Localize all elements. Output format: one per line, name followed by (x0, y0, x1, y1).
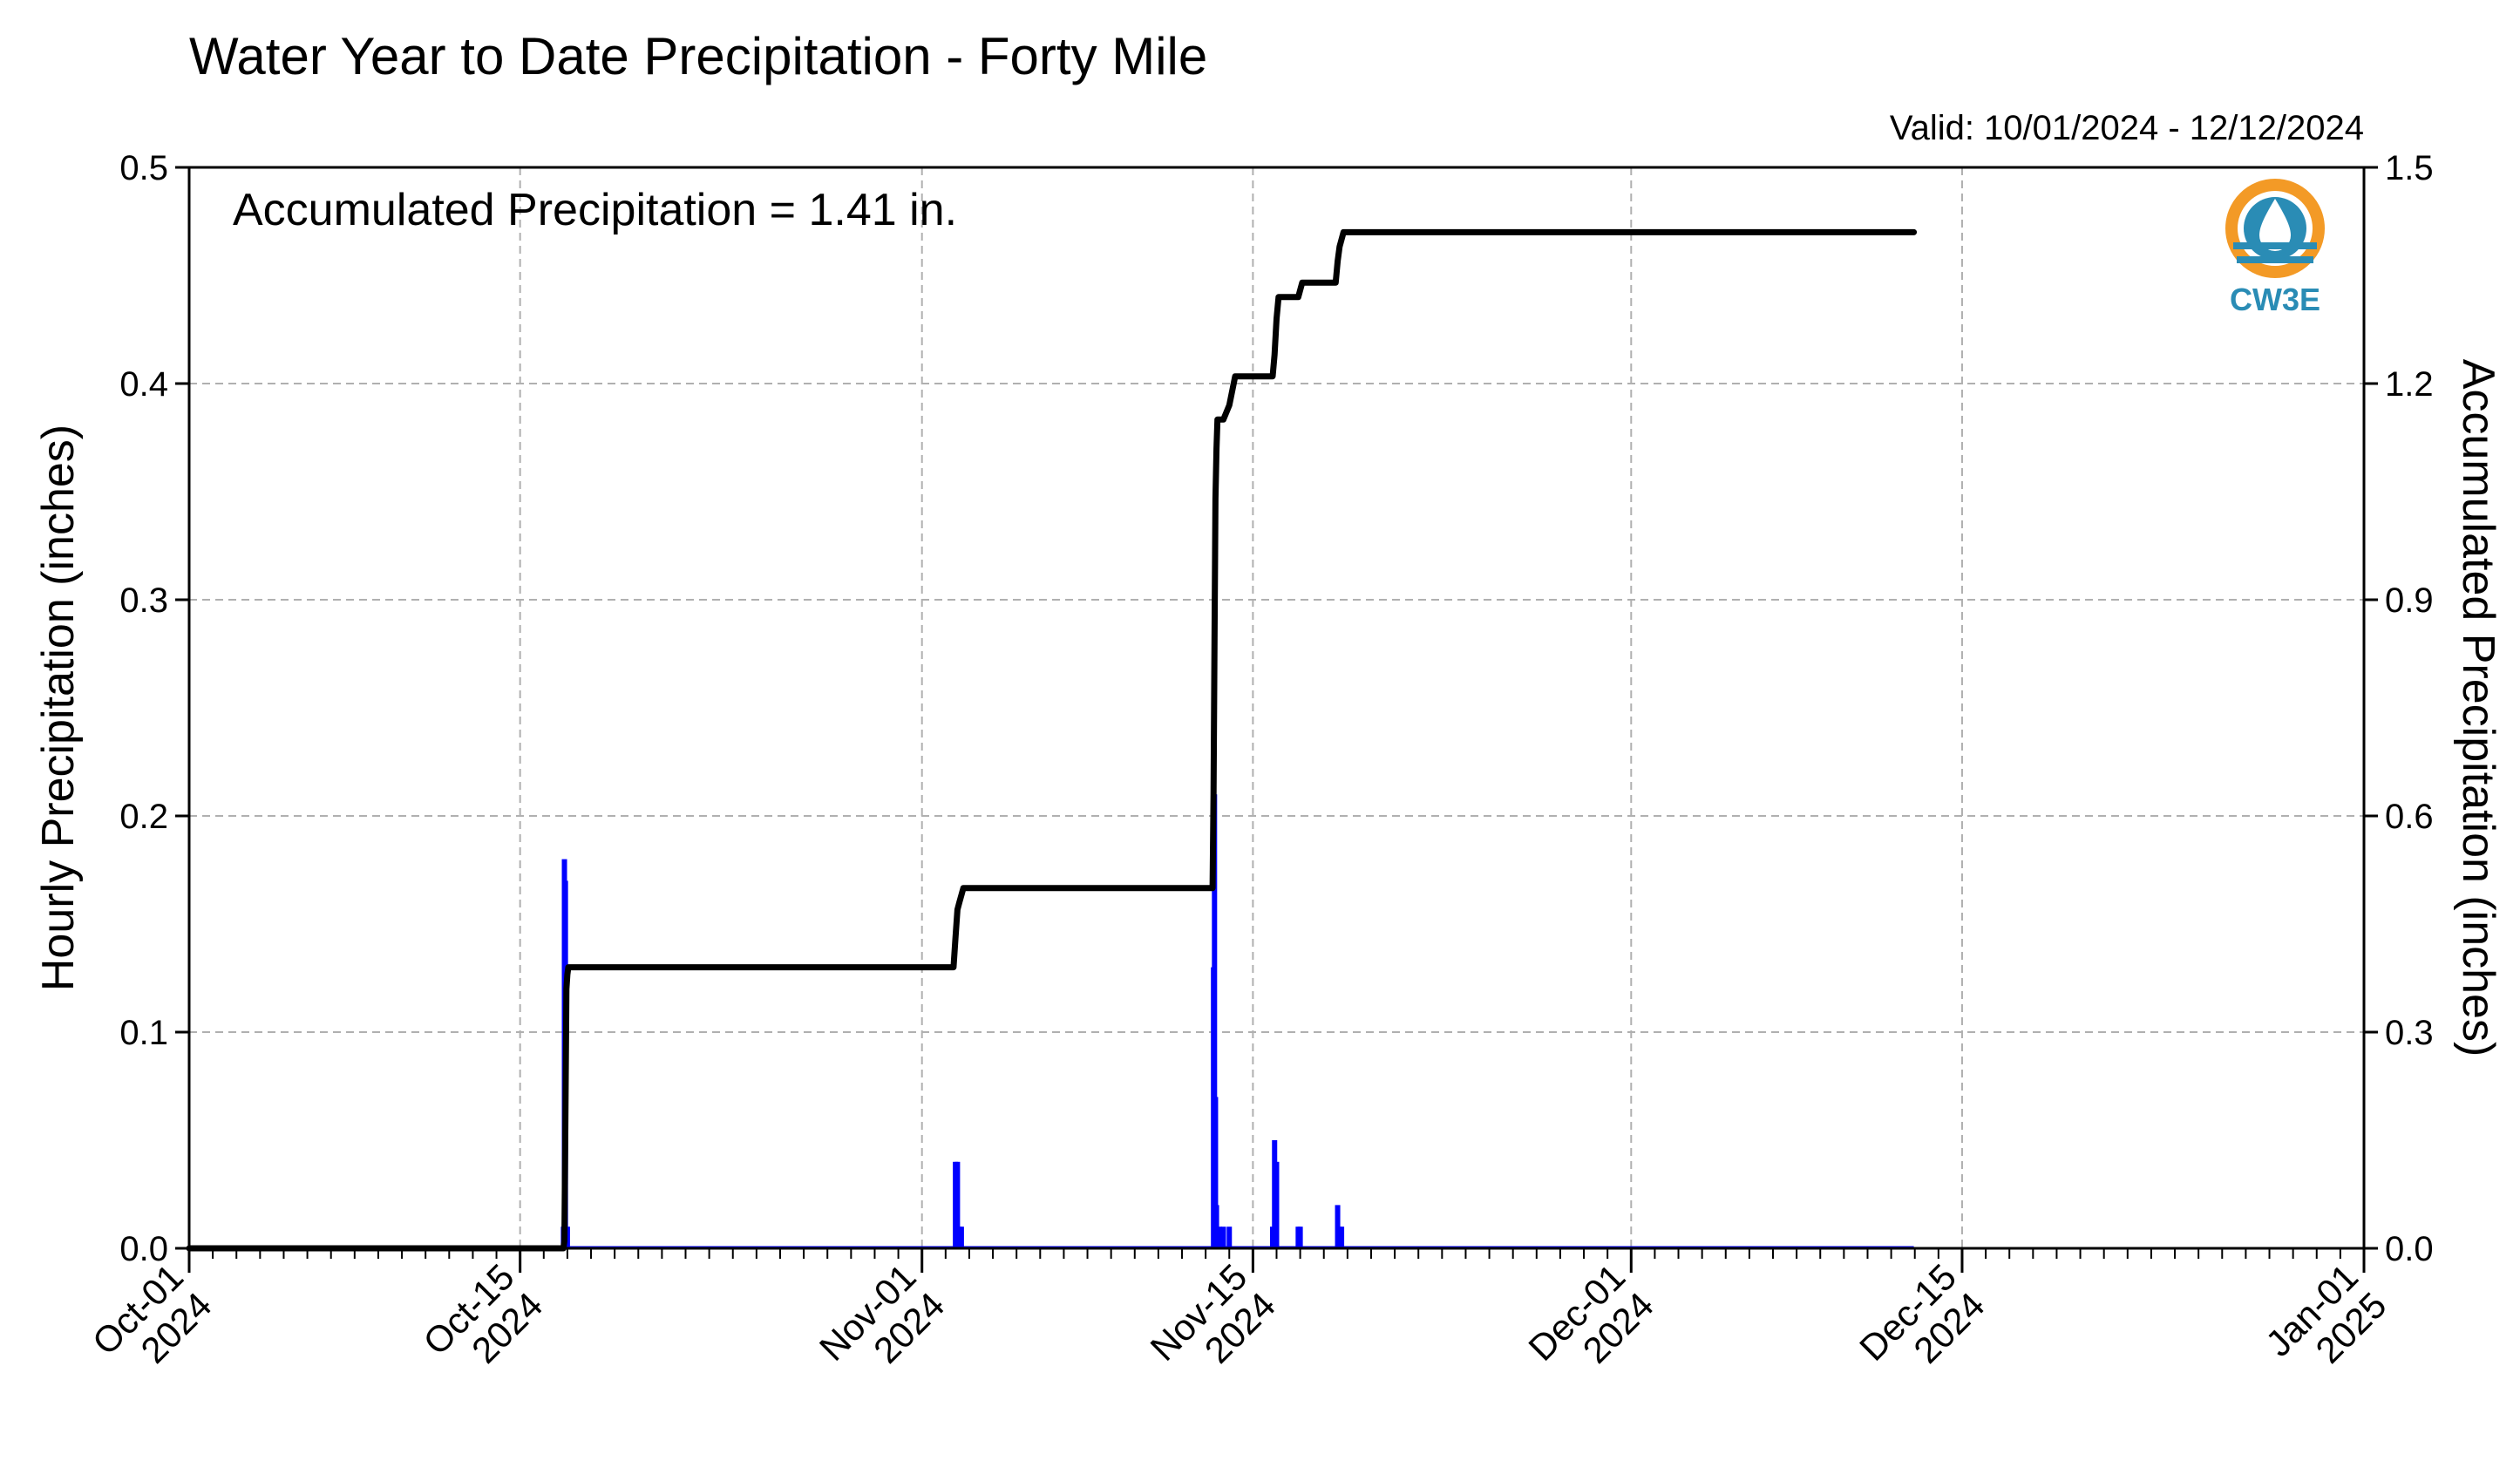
hourly-precip-bar (1339, 1227, 1345, 1248)
hourly-precip-bar (1212, 794, 1218, 1248)
hourly-precip-bar (1226, 1227, 1233, 1248)
axis-ticks (175, 166, 2378, 1273)
y2-tick-label: 0.3 (2385, 1014, 2434, 1052)
valid-date-range: Valid: 10/01/2024 - 12/12/2024 (1890, 109, 2364, 147)
water-drop-icon (2225, 179, 2325, 278)
y2-tick-label: 0.9 (2385, 581, 2434, 620)
hourly-precip-bar (1220, 1227, 1226, 1248)
y-axis-label: Hourly Precipitation (inches) (33, 425, 84, 991)
left-axis-tick-labels: 0.0 0.1 0.2 0.3 0.4 0.5 (119, 149, 168, 1268)
y-tick-label: 0.0 (119, 1230, 168, 1268)
hourly-precip-bar (958, 1227, 964, 1248)
cw3e-logo: CW3E (2225, 179, 2325, 317)
hourly-precip-bar (1274, 1161, 1280, 1248)
chart-title: Water Year to Date Precipitation - Forty… (189, 27, 1207, 85)
hourly-precip-bar (1216, 1227, 1222, 1248)
hourly-precip-bar (1212, 1097, 1219, 1248)
y2-tick-label: 1.5 (2385, 149, 2434, 187)
accumulated-total-annotation: Accumulated Precipitation = 1.41 in. (233, 185, 957, 235)
y-tick-label: 0.5 (119, 149, 168, 187)
y2-tick-label: 0.0 (2385, 1230, 2434, 1268)
y-tick-label: 0.1 (119, 1014, 168, 1052)
hourly-precip-bar (1213, 1205, 1219, 1248)
y2-axis-label: Accumulated Precipitation (inches) (2453, 359, 2503, 1057)
y2-tick-label: 1.2 (2385, 365, 2434, 404)
y2-tick-label: 0.6 (2385, 798, 2434, 836)
right-axis-tick-labels: 0.0 0.3 0.6 0.9 1.2 1.5 (2385, 149, 2434, 1268)
accumulated-precipitation-line (186, 228, 1918, 1252)
logo-text: CW3E (2230, 282, 2320, 317)
y-tick-label: 0.2 (119, 798, 168, 836)
grid-lines (189, 167, 2364, 1248)
y-tick-label: 0.4 (119, 365, 168, 404)
y-tick-label: 0.3 (119, 581, 168, 620)
hourly-precip-bar (954, 1161, 961, 1248)
hourly-precip-bar (1297, 1227, 1303, 1248)
